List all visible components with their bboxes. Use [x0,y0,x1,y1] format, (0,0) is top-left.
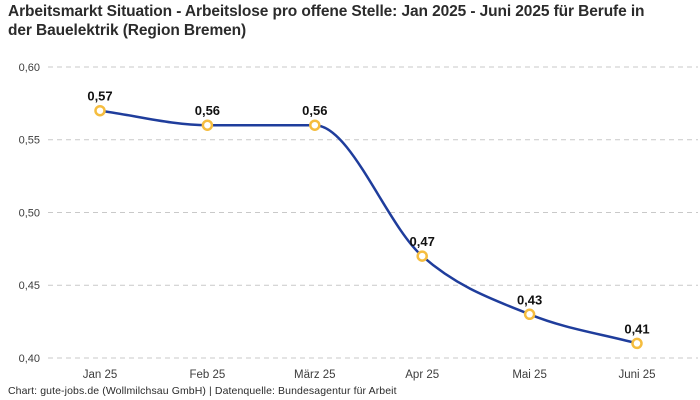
data-point-marker[interactable] [416,250,428,262]
data-point-label: 0,56 [302,103,327,118]
data-point-marker[interactable] [631,337,643,350]
chart-title: Arbeitsmarkt Situation - Arbeitslose pro… [8,3,645,39]
x-axis-tick-label: Jan 25 [83,369,118,381]
y-axis-tick-label: 0,45 [19,280,40,292]
data-point-label: 0,56 [195,103,220,118]
x-axis-tick-label: März 25 [294,369,336,381]
trend-line [98,109,639,345]
data-point-marker[interactable] [523,308,536,321]
y-axis-tick-label: 0,60 [19,62,40,74]
chart-footer-attribution: Chart: gute-jobs.de (Wollmilchsau GmbH) … [8,385,397,397]
data-point-label: 0,41 [624,321,649,336]
data-point-label: 0,57 [87,89,112,104]
x-axis-tick-label: Apr 25 [405,369,439,381]
data-point-label: 0,47 [410,234,435,249]
y-axis-tick-label: 0,50 [19,208,40,220]
data-point-label: 0,43 [517,292,542,307]
y-axis-tick-label: 0,55 [19,135,40,147]
data-point-marker[interactable] [309,119,321,131]
y-axis-tick-label: 0,40 [19,353,40,365]
x-axis-tick-label: Juni 25 [618,369,655,381]
x-axis-tick-label: Feb 25 [189,369,225,381]
data-point-marker[interactable] [94,104,106,117]
data-point-marker[interactable] [201,119,214,131]
x-axis-tick-label: Mai 25 [512,369,547,381]
